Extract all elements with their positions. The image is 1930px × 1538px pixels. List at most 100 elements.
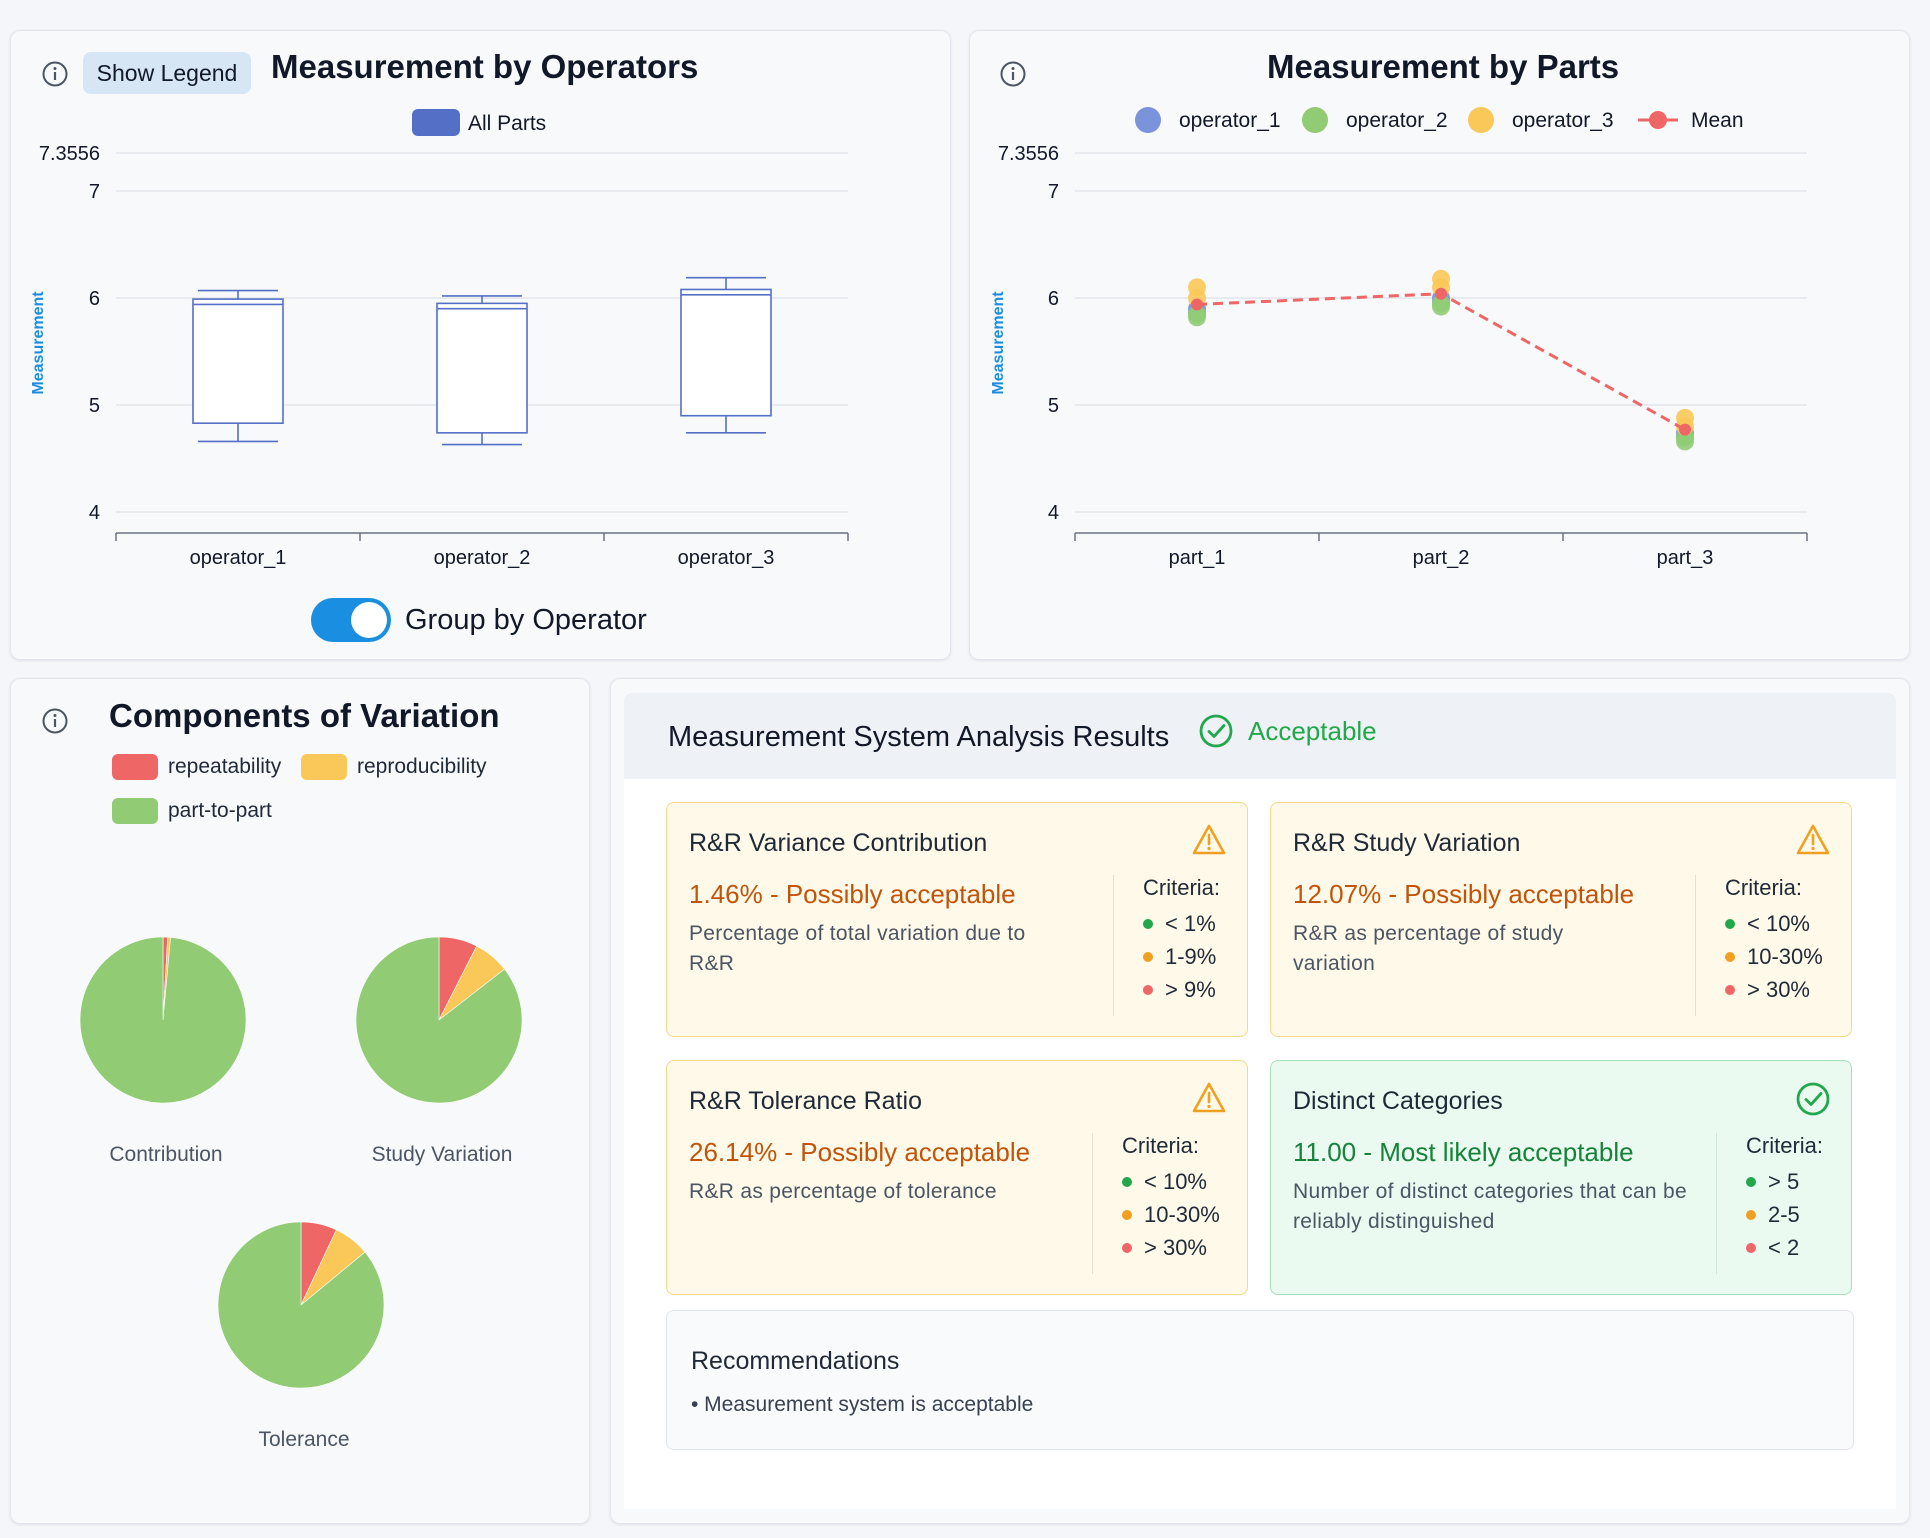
info-icon[interactable]	[999, 60, 1027, 88]
recommendation-item: • Measurement system is acceptable	[691, 1393, 1034, 1416]
tolerance-pie	[217, 1221, 385, 1389]
criteria-text: > 9%	[1165, 976, 1216, 1002]
msa-header: Measurement System Analysis Results Acce…	[624, 693, 1896, 780]
warning-icon	[1192, 824, 1226, 855]
metric-description: Number of distinct categories that can b…	[1293, 1180, 1688, 1233]
criteria-text: 2-5	[1768, 1201, 1800, 1227]
legend-item-part-to-part[interactable]: part-to-part	[112, 798, 272, 824]
y-axis-label: Measurement	[30, 291, 47, 395]
criteria-text: > 30%	[1144, 1234, 1207, 1260]
check-circle-icon	[1199, 714, 1233, 748]
status-dot	[1122, 1176, 1132, 1187]
mean-point	[1679, 423, 1691, 436]
y-tick-label: 7.3556	[39, 143, 100, 165]
criteria-item: 10-30%	[1725, 940, 1823, 973]
legend-label-all-parts: All Parts	[468, 112, 546, 135]
metric-title: R&R Tolerance Ratio	[689, 1087, 922, 1115]
status-dot	[1143, 951, 1153, 962]
y-tick-label: 6	[89, 288, 100, 310]
criteria-list: Criteria: > 5 2-5 < 2	[1746, 1133, 1823, 1264]
criteria-item: 2-5	[1746, 1198, 1823, 1231]
box-body	[192, 298, 284, 425]
metric-title: R&R Variance Contribution	[689, 829, 988, 857]
contribution-pie	[79, 936, 247, 1104]
legend-swatch	[112, 798, 158, 824]
legend-item-reproducibility[interactable]: reproducibility	[301, 754, 487, 780]
status-dot	[1746, 1242, 1756, 1253]
data-point-operator-3	[1676, 408, 1694, 427]
criteria-text: > 5	[1768, 1168, 1800, 1194]
data-point-operator-2	[1432, 294, 1450, 313]
criteria-item: 1-9%	[1143, 940, 1220, 973]
status-dot	[1746, 1176, 1756, 1187]
x-tick-label: part_1	[1169, 547, 1226, 569]
legend-label-operator-3: operator_3	[1512, 109, 1614, 132]
status-dot	[1143, 918, 1153, 929]
x-tick-label: operator_2	[434, 547, 531, 569]
check-circle-icon	[1796, 1082, 1830, 1116]
msa-status-badge: Acceptable	[1198, 713, 1377, 749]
pie-slice-part-to-part	[79, 936, 247, 1104]
divider	[1113, 875, 1114, 1016]
data-point-operator-3	[1432, 269, 1450, 288]
legend-marker-operator-2	[1302, 107, 1328, 133]
criteria-text: 10-30%	[1747, 943, 1823, 969]
legend-swatch	[112, 754, 158, 780]
legend-mean-marker	[1649, 111, 1667, 129]
parts-scatter-chart: 4 5 6 7 7.3556 Measurement part_1 part_2 part_3 o…	[990, 107, 1808, 569]
legend-marker-operator-1	[1135, 107, 1161, 133]
legend-swatch-all-parts	[412, 109, 460, 136]
legend-marker-operator-3	[1468, 107, 1494, 133]
status-dot	[1725, 918, 1735, 929]
group-by-operator-toggle[interactable]	[311, 598, 391, 642]
recommendations-title: Recommendations	[691, 1347, 900, 1375]
legend-swatch	[301, 754, 347, 780]
criteria-text: < 10%	[1144, 1168, 1207, 1194]
data-point-operator-3	[1188, 278, 1206, 297]
recommendations-card: Recommendations • Measurement system is …	[666, 1310, 1854, 1450]
metric-value: 11.00 - Most likely acceptable	[1293, 1137, 1634, 1167]
show-legend-button[interactable]: Show Legend	[83, 52, 251, 94]
status-dot	[1122, 1242, 1132, 1253]
box-body	[680, 288, 772, 417]
criteria-item: > 30%	[1725, 973, 1823, 1006]
data-point-operator-2	[1188, 305, 1206, 324]
y-tick-label: 5	[1048, 395, 1059, 417]
criteria-text: > 30%	[1747, 976, 1810, 1002]
legend-label-mean: Mean	[1691, 109, 1744, 132]
info-icon[interactable]	[41, 707, 69, 735]
msa-status-text: Acceptable	[1248, 715, 1377, 746]
operators-box-chart: 4 5 6 7 7.3556 Measurement operator_1 operator_…	[30, 109, 849, 569]
y-tick-label: 4	[1048, 502, 1059, 524]
criteria-item: > 30%	[1122, 1231, 1220, 1264]
metric-description: R&R as percentage of tolerance	[689, 1180, 997, 1203]
metric-title: R&R Study Variation	[1293, 829, 1521, 857]
criteria-item: 10-30%	[1122, 1198, 1220, 1231]
criteria-item: > 5	[1746, 1165, 1823, 1198]
metric-card-tolerance-ratio: R&R Tolerance Ratio 26.14% - Possibly ac…	[666, 1060, 1248, 1295]
parts-title: Measurement by Parts	[1267, 48, 1620, 85]
status-dot	[1143, 984, 1153, 995]
criteria-label: Criteria:	[1143, 875, 1221, 900]
msa-title: Measurement System Analysis Results	[668, 721, 1170, 753]
criteria-item: < 1%	[1143, 907, 1220, 940]
box-body	[436, 302, 528, 434]
x-tick-label: part_2	[1413, 547, 1470, 569]
status-dot	[1122, 1209, 1132, 1220]
x-tick-label: part_3	[1657, 547, 1714, 569]
y-tick-label: 6	[1048, 288, 1059, 310]
legend-label: part-to-part	[168, 799, 272, 822]
metric-value: 26.14% - Possibly acceptable	[689, 1137, 1031, 1167]
legend-item-repeatability[interactable]: repeatability	[112, 754, 281, 780]
legend-label-operator-1: operator_1	[1179, 109, 1281, 132]
warning-icon	[1192, 1082, 1226, 1113]
x-tick-label: operator_1	[190, 547, 287, 569]
toggle-label: Group by Operator	[405, 604, 647, 636]
metric-title: Distinct Categories	[1293, 1087, 1503, 1115]
warning-icon	[1796, 824, 1830, 855]
metric-description: R&R as percentage of study variation	[1293, 922, 1564, 975]
metric-card-study-variation: R&R Study Variation 12.07% - Possibly ac…	[1270, 802, 1852, 1037]
study-variation-pie	[355, 936, 523, 1104]
criteria-text: < 10%	[1747, 910, 1810, 936]
info-icon[interactable]	[41, 60, 69, 88]
